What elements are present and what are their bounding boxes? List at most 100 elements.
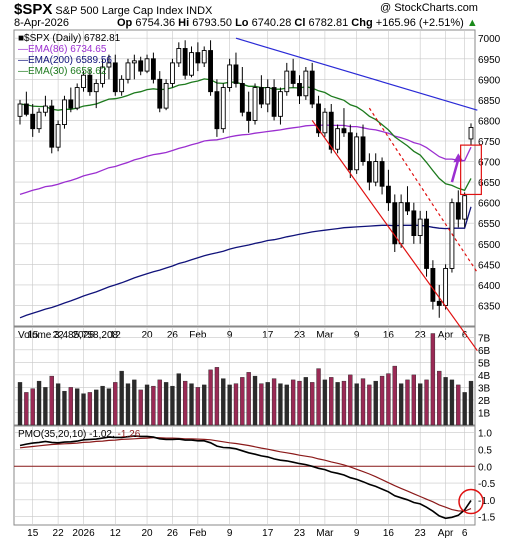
volume-bar: [271, 378, 277, 426]
price-tick-label: 6450: [478, 260, 501, 271]
x-tick-label-top: 17: [262, 330, 274, 341]
volume-bar: [354, 383, 359, 426]
price-tick-label: 6400: [478, 281, 501, 292]
volume-bar: [316, 368, 321, 426]
pmo-label: PMO(35,20,10) -1.02, -1.26: [18, 429, 141, 440]
x-tick-label-bottom: 26: [167, 528, 179, 539]
volume-bar: [418, 383, 423, 426]
volume-bar: [100, 385, 105, 426]
volume-bar: [176, 373, 181, 426]
pmo-tick-label: -1.5: [478, 513, 496, 524]
candle-body: [373, 161, 379, 183]
candle-body: [163, 82, 169, 109]
up-arrow-icon: ▲: [466, 17, 478, 29]
price-tick-label: 6550: [478, 219, 501, 230]
volume-bar: [81, 393, 86, 426]
x-tick-label-top: Feb: [189, 330, 207, 341]
candle-body: [125, 62, 131, 80]
symbol: $SPX: [14, 1, 53, 18]
volume-bar: [195, 387, 201, 426]
volume-bar: [259, 383, 264, 426]
candle-body: [360, 136, 366, 163]
volume-bar: [144, 384, 150, 426]
volume-bar: [36, 380, 42, 426]
open-label: Op: [117, 17, 133, 29]
x-tick-label-top: 22: [53, 330, 65, 341]
candle-body: [278, 91, 283, 117]
pmo-tick-label: -0.5: [478, 479, 496, 490]
candle-body: [195, 52, 201, 64]
volume-bar: [43, 387, 48, 426]
x-tick-label-bottom: 9: [227, 528, 233, 539]
candle-body: [405, 202, 410, 212]
volume-bar: [424, 379, 429, 426]
volume-bar: [411, 374, 417, 426]
volume-bar: [138, 389, 143, 426]
price-tick-label: 6800: [478, 116, 501, 127]
volume-bar: [278, 383, 283, 426]
open-value: 6754.36: [135, 17, 176, 29]
candle-body: [208, 50, 213, 93]
x-tick-label-bottom: 2026: [72, 528, 95, 539]
volume-tick-label: 6B: [478, 346, 491, 357]
close-label: Cl: [294, 17, 306, 29]
volume-bar: [329, 377, 334, 426]
volume-bar: [456, 384, 461, 426]
x-tick-label-bottom: Mar: [316, 528, 334, 539]
price-tick-label: 7000: [478, 34, 501, 45]
candle-body: [411, 210, 417, 237]
volume-panel: [13, 326, 476, 426]
price-tick-label: 6350: [478, 301, 501, 312]
date: 8-Apr-2026: [14, 17, 70, 29]
candle-body: [309, 70, 315, 105]
candle-body: [30, 113, 36, 130]
volume-bar: [74, 388, 80, 426]
candle-body: [386, 185, 391, 204]
volume-bar: [170, 385, 175, 426]
volume-bar: [87, 392, 93, 426]
volume-bar: [367, 384, 372, 426]
x-tick-label-bottom: 16: [383, 528, 395, 539]
candle-body: [170, 62, 175, 84]
volume-bar: [94, 389, 99, 426]
price-tick-label: 6500: [478, 240, 501, 251]
volume-bar: [157, 379, 162, 426]
volume-bar: [24, 392, 29, 426]
volume-bar: [182, 380, 188, 426]
ema86-line: [19, 124, 472, 196]
volume-bar: [443, 377, 448, 426]
x-tick-label-top: 6: [462, 330, 468, 341]
candle-body: [290, 70, 296, 84]
volume-bar: [462, 392, 467, 426]
candle-body: [112, 62, 118, 93]
candle-body: [424, 218, 429, 269]
chg-value: +165.96 (+2.51%): [375, 17, 464, 29]
volume-bar: [132, 379, 137, 426]
low-value: 6740.28: [251, 17, 292, 29]
volume-bar: [240, 377, 245, 426]
candle-body: [144, 58, 150, 72]
candle-body: [468, 126, 474, 140]
pmo-panel: [13, 425, 476, 526]
x-tick-label-top: 15: [27, 330, 39, 341]
candle-body: [316, 103, 321, 134]
exchange: INDX: [186, 5, 213, 17]
volume-tick-label: 7B: [478, 333, 491, 344]
volume-bar: [373, 380, 378, 426]
candle-body: [258, 87, 264, 105]
low-label: Lo: [235, 17, 249, 29]
candle-body: [252, 87, 258, 121]
volume-bar: [290, 379, 296, 426]
volume-bar: [284, 384, 289, 426]
close-value: 6782.81: [308, 17, 349, 29]
candle-body: [303, 70, 309, 97]
chart-header: $SPX S&P 500 Large Cap Index INDX: [14, 1, 212, 18]
volume-bar: [151, 385, 156, 426]
volume-tick-label: 5B: [478, 358, 491, 369]
candle-body: [379, 161, 385, 187]
volume-bar: [221, 378, 226, 426]
watermark: @ StockCharts.com: [380, 2, 478, 14]
pmo-tick-label: -1.0: [478, 496, 496, 507]
candle-body: [100, 66, 105, 84]
